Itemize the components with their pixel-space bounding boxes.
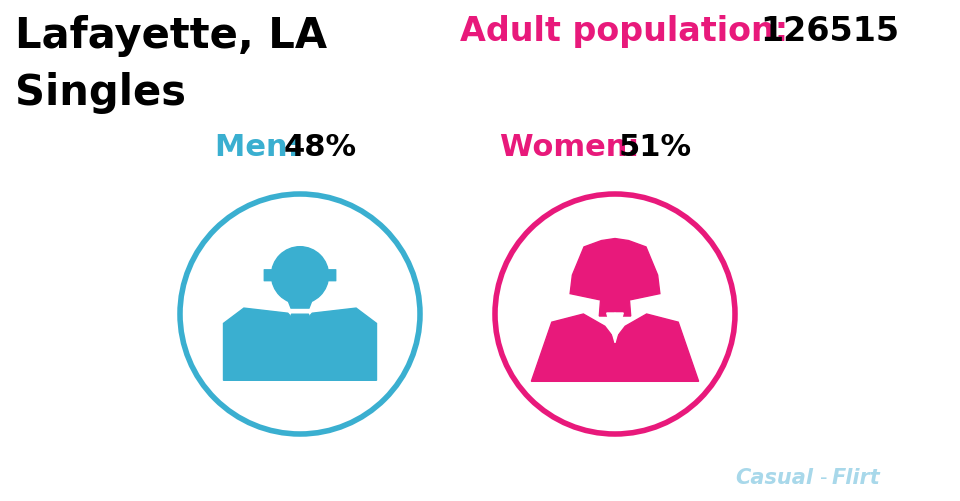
Polygon shape — [300, 311, 310, 334]
Text: Flirt: Flirt — [832, 467, 880, 487]
FancyBboxPatch shape — [328, 270, 336, 281]
Text: Casual: Casual — [735, 467, 813, 487]
Text: Lafayette, LA: Lafayette, LA — [15, 15, 327, 57]
Polygon shape — [291, 315, 309, 361]
Text: 51%: 51% — [619, 133, 692, 162]
Circle shape — [272, 247, 328, 304]
Text: 126515: 126515 — [760, 15, 900, 48]
Polygon shape — [599, 298, 631, 317]
Text: Singles: Singles — [15, 72, 186, 114]
Polygon shape — [532, 314, 699, 382]
Text: Women:: Women: — [500, 133, 650, 162]
Polygon shape — [287, 299, 313, 309]
Text: 48%: 48% — [284, 133, 357, 162]
Text: Men:: Men: — [215, 133, 310, 162]
Polygon shape — [615, 313, 623, 343]
Polygon shape — [290, 311, 300, 334]
FancyBboxPatch shape — [264, 270, 272, 281]
Polygon shape — [607, 313, 615, 343]
Text: -: - — [820, 467, 828, 487]
Polygon shape — [224, 309, 376, 381]
Polygon shape — [570, 239, 660, 300]
Text: Adult population:: Adult population: — [460, 15, 800, 48]
